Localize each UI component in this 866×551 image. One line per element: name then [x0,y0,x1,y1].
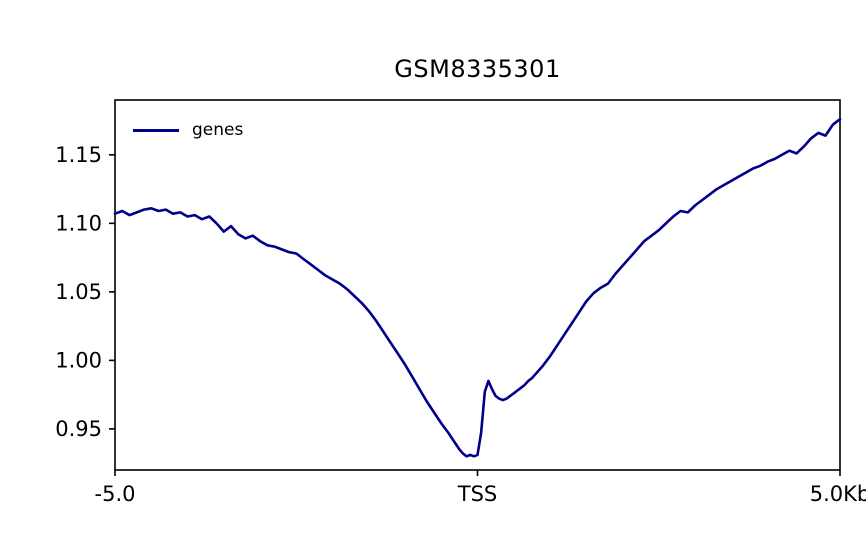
x-tick-label: 5.0Kb [810,482,866,506]
y-tick-label: 1.05 [55,280,102,304]
x-tick-label: TSS [457,482,498,506]
y-tick-label: 1.00 [55,348,102,372]
legend-label: genes [192,120,244,140]
y-tick-label: 1.15 [55,143,102,167]
chart-title: GSM8335301 [394,55,561,83]
x-tick-label: -5.0 [95,482,136,506]
legend: genes [133,120,243,140]
profile-line-genes [113,117,842,458]
legend-line-sample [133,128,179,132]
y-tick-label: 1.10 [55,211,102,235]
y-tick-label: 0.95 [55,417,102,441]
axes-frame [114,99,841,471]
